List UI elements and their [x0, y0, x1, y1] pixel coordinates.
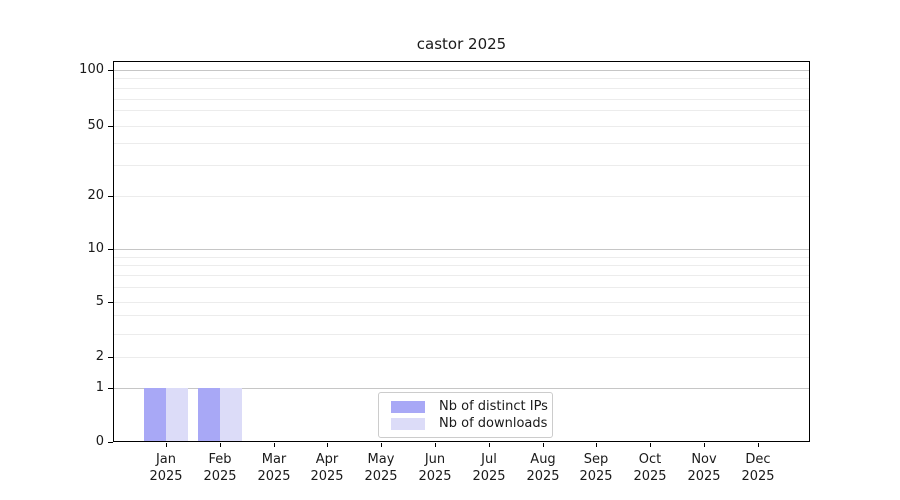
x-label-jan: Jan 2025 [134, 451, 198, 485]
y-tick-label-20: 20 [87, 188, 104, 203]
bar-feb-downloads [220, 388, 242, 441]
legend-item-distinct-ips: Nb of distinct IPs [391, 399, 548, 414]
gridline-4 [114, 315, 809, 316]
x-label-sep: Sep 2025 [564, 451, 628, 485]
x-tick-dec [758, 443, 759, 447]
y-tick-2 [108, 357, 113, 358]
x-label-jun: Jun 2025 [403, 451, 467, 485]
y-tick-label-100: 100 [79, 62, 104, 77]
y-tick-label-0: 0 [95, 434, 104, 449]
gridline-7 [114, 275, 809, 276]
month-text: Oct [638, 452, 662, 467]
gridline-2 [114, 357, 809, 358]
gridline-60 [114, 110, 809, 111]
year-text: 2025 [526, 469, 560, 484]
month-text: Dec [745, 452, 771, 467]
x-label-feb: Feb 2025 [188, 451, 252, 485]
year-text: 2025 [687, 469, 721, 484]
legend-label: Nb of distinct IPs [439, 399, 548, 414]
y-tick-100 [108, 70, 113, 71]
gridline-6 [114, 287, 809, 288]
year-text: 2025 [257, 469, 291, 484]
year-text: 2025 [633, 469, 667, 484]
x-tick-nov [704, 443, 705, 447]
year-text: 2025 [149, 469, 183, 484]
y-tick-label-1: 1 [95, 380, 104, 395]
legend: Nb of distinct IPs Nb of downloads [378, 392, 553, 438]
month-text: Sep [583, 452, 609, 467]
gridline-100 [114, 70, 809, 71]
year-text: 2025 [203, 469, 237, 484]
gridline-10 [114, 249, 809, 250]
y-tick-label-5: 5 [95, 294, 104, 309]
gridline-9 [114, 257, 809, 258]
gridline-5 [114, 302, 809, 303]
x-tick-feb [220, 443, 221, 447]
gridline-20 [114, 196, 809, 197]
month-text: Jan [155, 452, 177, 467]
month-text: Aug [530, 452, 556, 467]
gridline-40 [114, 143, 809, 144]
month-text: Nov [691, 452, 717, 467]
year-text: 2025 [579, 469, 613, 484]
legend-item-downloads: Nb of downloads [391, 416, 548, 431]
year-text: 2025 [741, 469, 775, 484]
x-tick-aug [543, 443, 544, 447]
x-label-apr: Apr 2025 [295, 451, 359, 485]
y-tick-label-2: 2 [95, 349, 104, 364]
bar-feb-distinct-ips [198, 388, 220, 441]
x-tick-sep [596, 443, 597, 447]
gridline-3 [114, 334, 809, 335]
x-label-oct: Oct 2025 [618, 451, 682, 485]
gridline-70 [114, 99, 809, 100]
gridline-8 [114, 265, 809, 266]
x-tick-apr [327, 443, 328, 447]
month-text: Feb [208, 452, 232, 467]
legend-label: Nb of downloads [439, 416, 548, 431]
legend-swatch-downloads [391, 417, 425, 430]
year-text: 2025 [310, 469, 344, 484]
x-tick-jun [435, 443, 436, 447]
x-label-aug: Aug 2025 [511, 451, 575, 485]
month-text: Jul [481, 452, 497, 467]
y-tick-20 [108, 196, 113, 197]
x-tick-may [381, 443, 382, 447]
y-tick-50 [108, 126, 113, 127]
year-text: 2025 [418, 469, 452, 484]
month-text: May [367, 452, 395, 467]
month-text: Apr [315, 452, 339, 467]
x-tick-mar [274, 443, 275, 447]
year-text: 2025 [472, 469, 506, 484]
gridline-30 [114, 165, 809, 166]
x-label-jul: Jul 2025 [457, 451, 521, 485]
plot-area: Nb of distinct IPs Nb of downloads [113, 61, 810, 442]
x-label-dec: Dec 2025 [726, 451, 790, 485]
y-tick-10 [108, 249, 113, 250]
x-label-nov: Nov 2025 [672, 451, 736, 485]
bar-jan-downloads [166, 388, 188, 441]
x-tick-jul [489, 443, 490, 447]
y-tick-0 [108, 442, 113, 443]
legend-swatch-distinct-ips [391, 400, 425, 413]
gridline-90 [114, 78, 809, 79]
x-tick-jan [166, 443, 167, 447]
gridline-50 [114, 126, 809, 127]
chart-title: castor 2025 [416, 35, 507, 53]
y-tick-5 [108, 302, 113, 303]
gridline-1 [114, 388, 809, 389]
bar-jan-distinct-ips [144, 388, 166, 441]
month-text: Jun [424, 452, 446, 467]
year-text: 2025 [364, 469, 398, 484]
gridline-80 [114, 88, 809, 89]
month-text: Mar [261, 452, 287, 467]
x-label-may: May 2025 [349, 451, 413, 485]
x-label-mar: Mar 2025 [242, 451, 306, 485]
y-tick-label-50: 50 [87, 118, 104, 133]
x-tick-oct [650, 443, 651, 447]
y-tick-label-10: 10 [87, 241, 104, 256]
y-tick-1 [108, 388, 113, 389]
